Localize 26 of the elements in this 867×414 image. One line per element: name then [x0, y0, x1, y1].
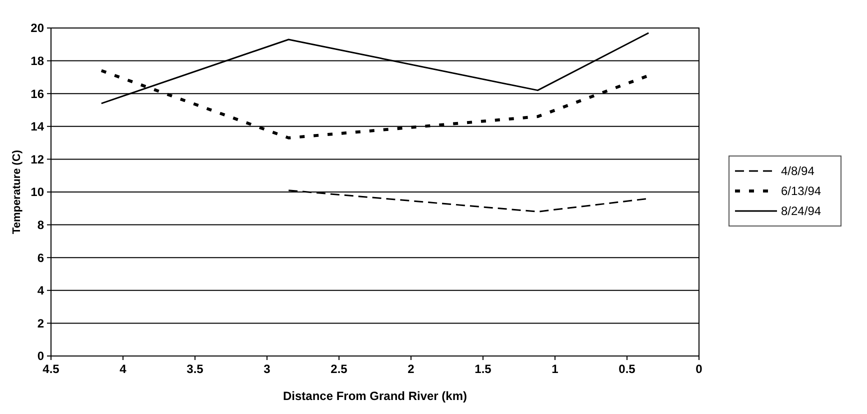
- legend-label: 4/8/94: [781, 164, 815, 178]
- y-tick-label: 18: [30, 54, 44, 68]
- y-axis-title: Temperature (C): [11, 150, 23, 234]
- y-tick-label: 8: [37, 218, 44, 232]
- y-tick-label: 2: [37, 316, 44, 330]
- x-tick-label: 0.5: [618, 362, 636, 376]
- x-tick-label: 3: [264, 362, 271, 376]
- x-tick-label: 2.5: [330, 362, 348, 376]
- y-tick-label: 14: [30, 120, 44, 134]
- y-tick-label: 6: [37, 250, 44, 265]
- x-axis-title: Distance From Grand River (km): [282, 389, 468, 403]
- x-tick-label: 1.5: [474, 362, 492, 376]
- y-tick-label: 10: [30, 185, 44, 200]
- x-tick-label: 2: [408, 362, 415, 376]
- x-tick-label: 4.5: [42, 362, 60, 376]
- x-tick-label: 4: [120, 362, 127, 376]
- y-tick-label: 12: [30, 152, 44, 166]
- legend-label: 6/13/94: [781, 184, 822, 198]
- x-tick-label: 3.5: [186, 362, 204, 376]
- y-tick-label: 16: [30, 86, 44, 101]
- y-tick-label: 20: [30, 21, 44, 36]
- x-tick-label: 0: [696, 362, 703, 376]
- x-tick-label: 1: [552, 362, 559, 376]
- y-tick-label: 0: [37, 349, 44, 364]
- legend-label: 8/24/94: [781, 204, 822, 218]
- y-tick-label: 4: [37, 284, 44, 298]
